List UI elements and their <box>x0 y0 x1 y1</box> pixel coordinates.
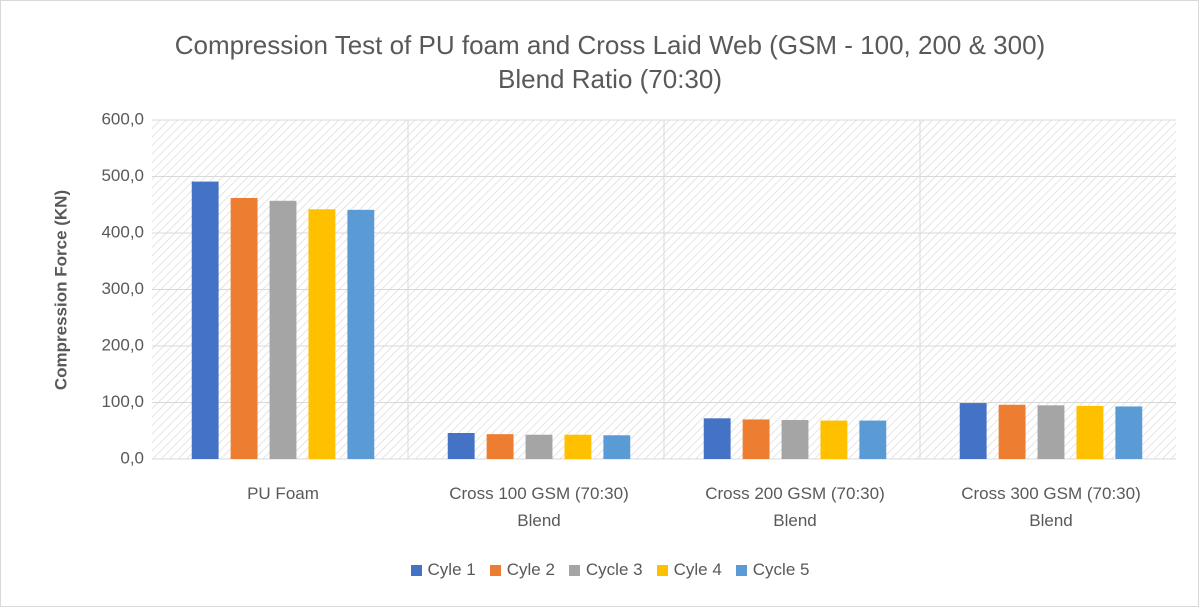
bar <box>447 433 475 459</box>
bar <box>1076 405 1104 459</box>
bar <box>269 200 297 460</box>
bar <box>564 434 592 459</box>
bar <box>820 420 848 459</box>
legend-label: Cycle 3 <box>585 560 643 579</box>
legend: Cyle 1 Cyle 2 Cycle 3 Cyle 4 Cycle 5 <box>0 560 1200 580</box>
x-tick-label: PU Foam <box>247 484 319 503</box>
legend-swatch <box>489 564 501 576</box>
legend-item: Cyle 4 <box>656 560 722 580</box>
y-tick-label: 600,0 <box>101 109 144 128</box>
y-tick-label: 0,0 <box>120 448 144 467</box>
bar <box>308 209 336 459</box>
x-tick-label: Cross 200 GSM (70:30) Blend <box>705 484 885 530</box>
bar <box>230 197 258 459</box>
legend-label: Cycle 5 <box>752 560 810 579</box>
bar <box>859 420 887 459</box>
bar <box>998 404 1026 459</box>
y-tick-label: 300,0 <box>101 279 144 298</box>
legend-label: Cyle 4 <box>673 560 722 579</box>
legend-swatch <box>656 564 668 576</box>
legend-swatch <box>568 564 580 576</box>
bar <box>1115 406 1143 459</box>
bar <box>703 418 731 459</box>
y-tick-label: 200,0 <box>101 335 144 354</box>
bar <box>525 434 553 459</box>
y-tick-label: 100,0 <box>101 392 144 411</box>
bar <box>1037 405 1065 459</box>
y-axis-label: Compression Force (KN) <box>51 190 70 390</box>
bar <box>191 181 219 459</box>
bar <box>781 420 809 459</box>
y-tick-label: 500,0 <box>101 166 144 185</box>
chart-title: Compression Test of PU foam and Cross La… <box>174 30 1046 94</box>
x-tick-label: Cross 300 GSM (70:30) Blend <box>961 484 1141 530</box>
y-tick-label: 400,0 <box>101 222 144 241</box>
legend-swatch <box>410 564 422 576</box>
legend-item: Cycle 3 <box>568 560 643 580</box>
bar <box>347 209 375 459</box>
legend-swatch <box>735 564 747 576</box>
legend-item: Cyle 1 <box>410 560 476 580</box>
x-tick-label: Cross 100 GSM (70:30) Blend <box>449 484 629 530</box>
legend-label: Cyle 2 <box>506 560 555 579</box>
bar <box>603 435 631 459</box>
legend-label: Cyle 1 <box>427 560 476 579</box>
bar <box>959 403 987 459</box>
bar <box>742 419 770 459</box>
legend-item: Cycle 5 <box>735 560 810 580</box>
legend-item: Cyle 2 <box>489 560 555 580</box>
bar <box>486 434 514 459</box>
